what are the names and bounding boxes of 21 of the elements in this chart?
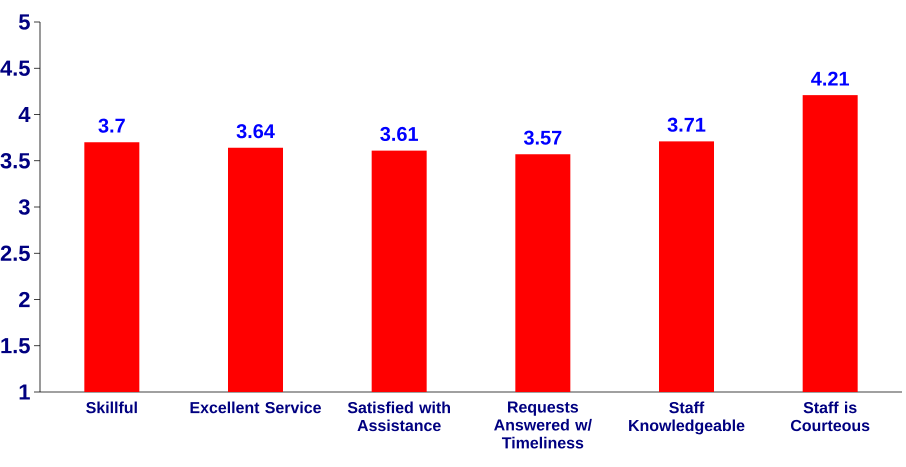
y-tick-label: 3 <box>18 199 30 215</box>
y-tick-label: 1 <box>20 384 30 400</box>
x-tick-label: Staff Knowledgeable <box>629 402 744 434</box>
data-label: 3.71 <box>668 118 706 132</box>
y-tick-label: 3.5 <box>0 152 30 169</box>
y-tick-label: 5 <box>18 14 30 30</box>
data-label: 3.57 <box>524 130 562 145</box>
x-tick-label: Requests Answered w/ Timeliness <box>494 402 592 449</box>
x-tick-label: Skillful <box>86 402 137 414</box>
y-tick-label: 4.5 <box>0 60 30 76</box>
data-label: 4.21 <box>811 72 850 86</box>
x-tick-label: Excellent Service <box>190 402 321 414</box>
y-tick-label: 1.5 <box>1 338 30 354</box>
y-tick-label: 2 <box>19 292 30 308</box>
y-tick-label: 2.5 <box>0 245 30 262</box>
y-tick-label: 4 <box>18 106 30 122</box>
x-tick-label: Staff is Courteous <box>790 402 870 432</box>
x-tick-label: Satisfied with Assistance <box>348 402 450 432</box>
data-label: 3.61 <box>380 126 418 142</box>
data-label: 3.64 <box>236 124 275 138</box>
data-label: 3.7 <box>98 118 125 133</box>
